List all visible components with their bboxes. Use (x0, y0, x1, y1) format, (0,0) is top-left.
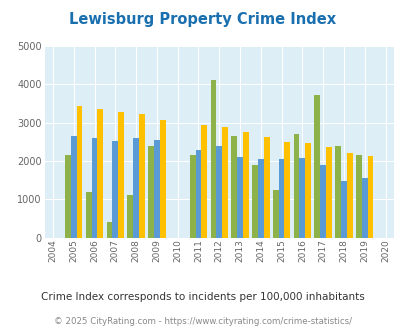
Bar (284, 142, 290, 238)
Bar (340, 181, 346, 238)
Bar (139, 114, 145, 238)
Bar (237, 157, 242, 238)
Text: Crime Index corresponds to incidents per 100,000 inhabitants: Crime Index corresponds to incidents per… (41, 292, 364, 302)
Bar (195, 149, 201, 238)
Bar (85, 192, 92, 238)
Text: Lewisburg Property Crime Index: Lewisburg Property Crime Index (69, 12, 336, 26)
Bar (305, 143, 310, 238)
Bar (222, 127, 227, 238)
Bar (201, 125, 207, 238)
Bar (272, 190, 278, 238)
Bar (278, 159, 284, 238)
Bar (153, 140, 160, 238)
Bar (189, 155, 195, 238)
Bar (293, 134, 299, 238)
Bar (118, 112, 124, 238)
Bar (216, 146, 222, 238)
Bar (148, 146, 153, 238)
Bar (320, 165, 325, 238)
Bar (263, 137, 269, 238)
Bar (97, 109, 103, 238)
Bar (361, 178, 367, 238)
Bar (367, 156, 373, 238)
Bar (313, 95, 320, 238)
Text: © 2025 CityRating.com - https://www.cityrating.com/crime-statistics/: © 2025 CityRating.com - https://www.city… (54, 317, 351, 326)
Bar (252, 165, 257, 238)
Bar (133, 138, 139, 238)
Bar (112, 141, 118, 238)
Bar (160, 120, 165, 238)
Bar (65, 155, 71, 238)
Bar (71, 136, 77, 238)
Bar (299, 158, 305, 238)
Bar (335, 146, 340, 238)
Bar (77, 106, 82, 238)
Bar (231, 136, 237, 238)
Bar (107, 222, 112, 238)
Bar (92, 138, 97, 238)
Bar (242, 132, 248, 238)
Bar (210, 80, 216, 238)
Bar (346, 153, 352, 238)
Bar (127, 195, 133, 238)
Bar (325, 147, 331, 238)
Bar (257, 159, 263, 238)
Bar (355, 155, 361, 238)
